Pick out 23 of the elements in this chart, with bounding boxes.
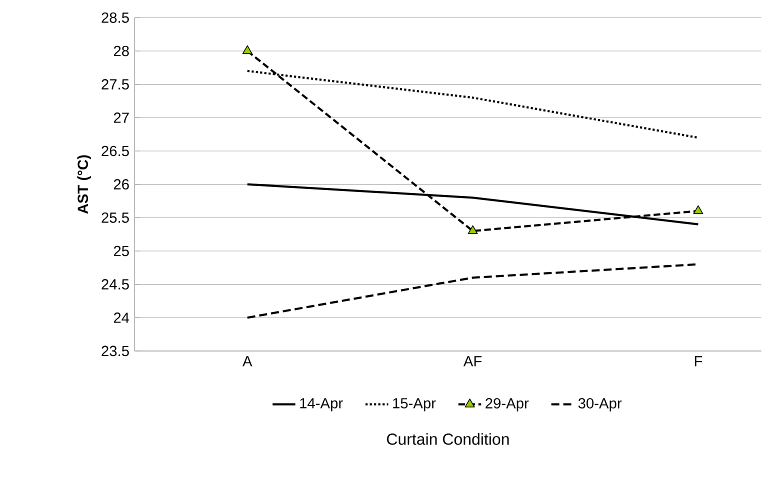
y-tick-label: 27	[114, 112, 129, 123]
y-tick-label: 26.5	[102, 146, 129, 156]
legend-label: 29-Apr	[486, 398, 529, 412]
legend-label: 30-Apr	[578, 398, 622, 412]
point	[693, 205, 704, 214]
y-tick-label: 26	[114, 179, 129, 190]
x-tick-label: A	[242, 356, 252, 366]
y-tick-label: 23.5	[102, 346, 129, 356]
y-tick-label: 27.5	[102, 79, 129, 90]
y-axis-title: AST (°C)	[77, 155, 91, 214]
y-tick-label: 24	[114, 312, 130, 323]
legend-label: 14-Apr	[300, 398, 343, 412]
legend-label: 15-Apr	[393, 398, 436, 412]
x-tick-label: F	[694, 356, 702, 366]
point	[468, 225, 478, 234]
y-tick-label: 28	[114, 46, 129, 56]
y-tick-label: 25.5	[102, 212, 129, 223]
y-tick-label: 25	[114, 246, 129, 256]
y-tick-label: 24.5	[102, 279, 129, 290]
point	[242, 45, 252, 54]
x-tick-label: AF	[463, 356, 482, 366]
y-tick-label: 28.5	[102, 12, 129, 23]
x-axis-title: Curtain Condition	[387, 433, 509, 445]
